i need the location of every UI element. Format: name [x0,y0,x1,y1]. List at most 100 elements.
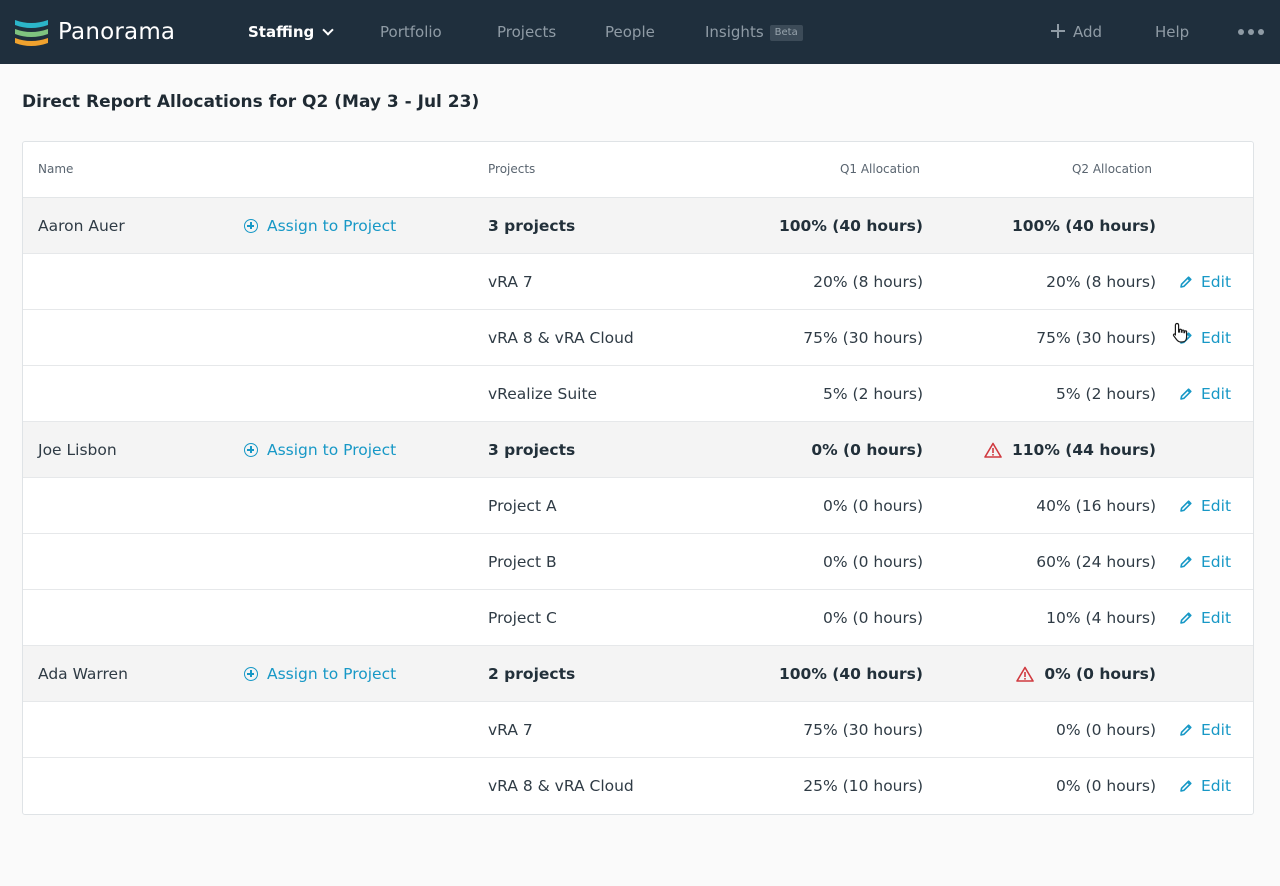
person-summary-row: Aaron Auer Assign to Project 3 projects 100… [23,198,1253,254]
project-name: vRA 7 [488,721,533,739]
edit-allocation-button[interactable]: Edit [1179,366,1231,422]
person-name: Aaron Auer [38,217,125,235]
q2-allocation-value: 75% (30 hours) [1036,329,1156,347]
person-summary-row: Ada Warren Assign to Project 2 projects 100… [23,646,1253,702]
project-name: vRA 8 & vRA Cloud [488,329,634,347]
person-name: Joe Lisbon [38,441,117,459]
q2-allocation: 40% (16 hours) [1036,478,1156,534]
project-count: 2 projects [488,665,576,683]
hand-cursor-icon [1172,322,1188,343]
q2-allocation: 0% (0 hours) [1056,702,1156,758]
project-name: vRA 8 & vRA Cloud [488,777,634,795]
q1-allocation: 0% (0 hours) [823,497,923,515]
project-allocation-row: Project A 0% (0 hours) 40% (16 hours) Edit [23,478,1253,534]
q1-allocation: 5% (2 hours) [823,385,923,403]
edit-label: Edit [1201,721,1232,739]
project-name: Project B [488,553,557,571]
q2-allocation-value: 40% (16 hours) [1036,497,1156,515]
q2-allocation-total-value: 110% (44 hours) [1011,441,1156,459]
project-name: vRA 7 [488,273,533,291]
q2-allocation: 20% (8 hours) [1046,254,1156,310]
q2-allocation-value: 60% (24 hours) [1036,553,1156,571]
project-allocation-row: vRA 7 20% (8 hours) 20% (8 hours) Edit [23,254,1253,310]
nav-insights-label: Insights [705,23,764,41]
nav-people[interactable]: People [605,23,655,41]
project-name: Project A [488,497,557,515]
project-allocation-row: Project B 0% (0 hours) 60% (24 hours) Edit [23,534,1253,590]
assign-to-project-label: Assign to Project [267,441,397,459]
project-count: 3 projects [488,441,576,459]
q2-allocation-value: 10% (4 hours) [1046,609,1156,627]
table-header: Name Projects Q1 Allocation Q2 Allocatio… [23,142,1253,198]
edit-allocation-button[interactable]: Edit [1179,758,1231,814]
q1-allocation: 75% (30 hours) [803,721,923,739]
project-allocation-row: Project C 0% (0 hours) 10% (4 hours) Edit [23,590,1253,646]
pencil-icon [1180,276,1192,288]
project-allocation-row: vRealize Suite 5% (2 hours) 5% (2 hours) Ed… [23,366,1253,422]
edit-label: Edit [1201,385,1232,403]
q1-allocation: 75% (30 hours) [803,329,923,347]
header-name: Name [38,162,74,176]
q2-allocation: 5% (2 hours) [1056,366,1156,422]
pencil-icon [1180,388,1192,400]
q2-allocation: 10% (4 hours) [1046,590,1156,646]
edit-allocation-button[interactable]: Edit [1179,254,1231,310]
edit-allocation-button[interactable]: Edit [1179,534,1231,590]
project-name: Project C [488,609,557,627]
q2-allocation-total-value: 0% (0 hours) [1044,665,1156,683]
add-label: Add [1073,23,1103,41]
edit-label: Edit [1201,553,1232,571]
edit-allocation-button[interactable]: Edit [1179,702,1231,758]
project-allocation-row: vRA 8 & vRA Cloud 25% (10 hours) 0% (0 hou… [23,758,1253,814]
plus-circle-icon [244,667,258,681]
q2-allocation: 60% (24 hours) [1036,534,1156,590]
warning-icon [1016,666,1035,682]
edit-allocation-button[interactable]: Edit [1179,478,1231,534]
plus-icon [1051,24,1065,38]
q2-allocation-value: 0% (0 hours) [1056,777,1156,795]
person-name: Ada Warren [38,665,128,683]
edit-allocation-button[interactable]: Edit [1179,590,1231,646]
project-allocation-row: vRA 7 75% (30 hours) 0% (0 hours) Edit [23,702,1253,758]
nav-staffing[interactable]: Staffing [248,21,334,43]
q1-allocation: 0% (0 hours) [823,609,923,627]
assign-to-project-button[interactable]: Assign to Project [244,646,396,702]
beta-badge: Beta [769,25,803,41]
edit-label: Edit [1201,497,1232,515]
q2-allocation-value: 20% (8 hours) [1046,273,1156,291]
q2-allocation-total-value: 100% (40 hours) [1011,217,1156,235]
nav-projects[interactable]: Projects [497,23,557,41]
edit-label: Edit [1201,273,1232,291]
warning-icon [984,442,1002,458]
plus-circle-icon [244,219,258,233]
pencil-icon [1180,780,1192,792]
q2-allocation-total: 110% (44 hours) [984,422,1156,478]
q2-allocation-total: 100% (40 hours) [1012,198,1156,254]
more-options-icon[interactable] [1238,29,1266,35]
edit-label: Edit [1201,609,1232,627]
q1-allocation-total: 0% (0 hours) [811,441,923,459]
allocations-table: Name Projects Q1 Allocation Q2 Allocatio… [22,141,1254,815]
add-button[interactable]: Add [1051,21,1102,43]
nav-portfolio[interactable]: Portfolio [380,23,442,41]
top-nav-bar: Panorama Staffing Portfolio Projects Peo… [0,0,1280,64]
q2-allocation-value: 0% (0 hours) [1056,721,1156,739]
page-title: Direct Report Allocations for Q2 (May 3 … [22,92,480,112]
q2-allocation-total: 0% (0 hours) [1016,646,1156,702]
pencil-icon [1180,556,1192,568]
assign-to-project-button[interactable]: Assign to Project [244,198,396,254]
q2-allocation-value: 5% (2 hours) [1056,385,1156,403]
brand[interactable]: Panorama [15,18,175,46]
project-count: 3 projects [488,217,576,235]
help-link[interactable]: Help [1155,23,1190,41]
nav-insights[interactable]: Insights Beta [705,21,803,43]
q1-allocation-total: 100% (40 hours) [778,217,923,235]
header-q2-allocation: Q2 Allocation [1071,162,1152,176]
header-q1-allocation: Q1 Allocation [839,162,920,176]
app-name: Panorama [58,19,176,45]
q2-allocation: 0% (0 hours) [1056,758,1156,814]
q1-allocation-total: 100% (40 hours) [778,665,923,683]
edit-label: Edit [1201,329,1232,347]
chevron-down-icon [322,24,334,36]
assign-to-project-button[interactable]: Assign to Project [244,422,396,478]
